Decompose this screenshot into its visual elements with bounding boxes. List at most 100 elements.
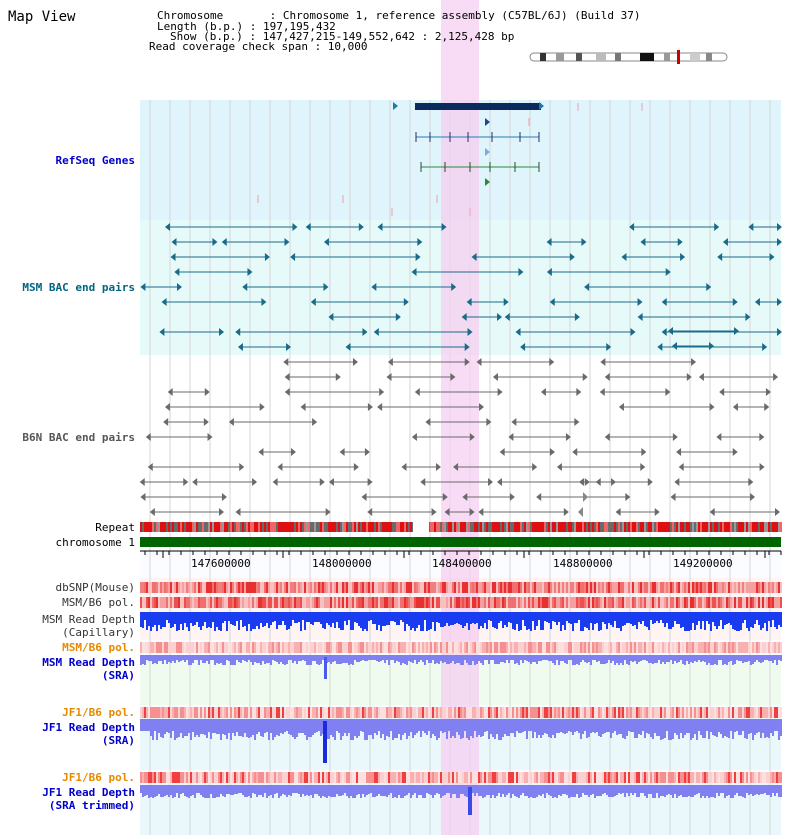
heat-segment [546, 772, 548, 783]
depth-bar [358, 655, 360, 662]
heat-segment [380, 707, 382, 718]
depth-bar [456, 719, 458, 732]
heat-segment [276, 597, 278, 608]
depth-bar [220, 719, 222, 740]
heat-segment [144, 707, 146, 718]
heat-segment [620, 772, 622, 783]
heat-segment [214, 582, 216, 593]
depth-bar [338, 612, 340, 628]
repeat-segment [700, 522, 702, 532]
depth-bar [778, 719, 780, 740]
depth-bar [240, 655, 242, 663]
repeat-segment [580, 522, 582, 532]
repeat-segment [444, 522, 446, 532]
depth-bar [600, 655, 602, 664]
depth-bar [468, 612, 470, 630]
bac-end-marker [290, 448, 296, 456]
depth-bar [172, 655, 174, 661]
depth-bar [158, 785, 160, 794]
repeat-segment [438, 522, 440, 532]
heat-segment [408, 772, 410, 783]
heat-segment [582, 642, 584, 653]
heat-segment [422, 642, 424, 653]
heat-segment [410, 772, 412, 783]
msm-bac-end-pairs-label[interactable]: MSM BAC end pairs [22, 281, 135, 294]
heat-segment [290, 642, 292, 653]
repeat-segment [478, 522, 480, 532]
heat-segment [652, 597, 654, 608]
heat-segment [680, 597, 682, 608]
depth-bar [722, 719, 724, 738]
heat-segment [778, 772, 780, 783]
depth-bar [740, 719, 742, 735]
depth-bar [320, 719, 322, 736]
heat-segment [626, 597, 628, 608]
heat-segment [198, 772, 200, 783]
heat-segment [714, 597, 716, 608]
depth-bar [302, 655, 304, 660]
b6n-bac-end-pairs-label[interactable]: B6N BAC end pairs [22, 431, 135, 444]
depth-bar [520, 719, 522, 733]
heat-segment [632, 582, 634, 593]
heat-segment [518, 597, 520, 608]
heat-segment [530, 707, 532, 718]
depth-bar [178, 785, 180, 798]
depth-bar [140, 612, 142, 627]
heat-segment [762, 597, 764, 608]
heat-segment [604, 597, 606, 608]
depth-bar [264, 612, 266, 626]
heat-segment [232, 642, 234, 653]
depth-bar [670, 612, 672, 629]
refseq-genes-label[interactable]: RefSeq Genes [55, 154, 135, 167]
depth-bar [550, 719, 552, 738]
depth-bar [644, 785, 646, 796]
heat-segment [382, 642, 384, 653]
bac-end-marker [235, 328, 241, 336]
repeat-segment [510, 522, 512, 532]
depth-bar [740, 612, 742, 630]
heat-segment [516, 707, 518, 718]
depth-bar [410, 785, 412, 798]
ideogram-band [596, 53, 606, 61]
heat-segment [288, 582, 290, 593]
heat-segment [598, 707, 600, 718]
bac-end-marker [654, 508, 660, 516]
repeat-segment [194, 522, 196, 532]
heat-segment [522, 707, 524, 718]
heat-segment [724, 772, 726, 783]
repeat-segment [464, 522, 466, 532]
heat-segment [362, 707, 364, 718]
heat-segment [274, 582, 276, 593]
heat-segment [634, 597, 636, 608]
heat-segment [758, 582, 760, 593]
heat-segment [674, 642, 676, 653]
heat-segment [152, 642, 154, 653]
heat-segment [190, 597, 192, 608]
depth-bar [430, 655, 432, 663]
heat-segment [540, 707, 542, 718]
depth-bar [770, 719, 772, 733]
heat-segment [656, 582, 658, 593]
depth-bar [618, 655, 620, 665]
heat-segment [328, 597, 330, 608]
heat-segment [418, 707, 420, 718]
depth-spike [324, 657, 327, 679]
bac-end-marker [698, 373, 704, 381]
heat-segment [594, 707, 596, 718]
heat-segment [474, 772, 476, 783]
heat-segment [610, 582, 612, 593]
heat-segment [710, 772, 712, 783]
heat-segment [522, 582, 524, 593]
heat-segment [340, 772, 342, 783]
depth-bar [364, 612, 366, 629]
heat-segment [340, 582, 342, 593]
bac-end-marker [353, 463, 359, 471]
axis-tick-label: 148400000 [432, 557, 492, 570]
depth-bar [520, 655, 522, 660]
heat-segment [668, 642, 670, 653]
bac-end-marker [759, 433, 765, 441]
repeat-segment [530, 522, 532, 532]
depth-bar [682, 655, 684, 664]
depth-bar [420, 655, 422, 660]
heat-segment [592, 582, 594, 593]
